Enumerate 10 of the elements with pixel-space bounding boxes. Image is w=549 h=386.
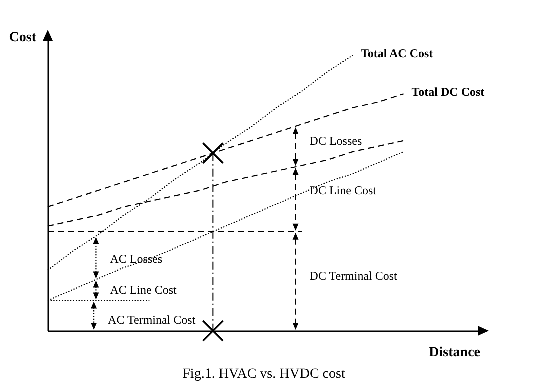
annotation: DC Losses [310,134,362,148]
annotation: AC Line Cost [110,283,178,298]
annotation: AC Terminal Cost [108,312,196,327]
series-label: Total AC Cost [360,46,434,61]
annotation: DC Line Cost [310,184,378,198]
series-label: Total DC Cost [412,85,485,100]
y-axis-title: Cost [9,30,37,46]
caption: Fig.1. HVAC vs. HVDC cost [182,367,346,382]
annotation: DC Terminal Cost [310,269,398,284]
x-axis-title: Distance [429,346,480,360]
